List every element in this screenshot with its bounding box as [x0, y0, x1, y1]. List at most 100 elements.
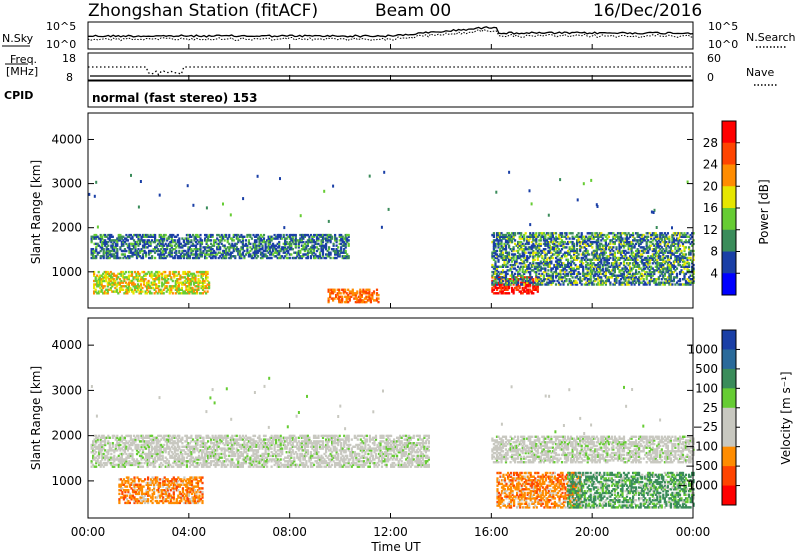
heatmap-cell	[158, 454, 161, 458]
heatmap-cell	[210, 242, 213, 246]
heatmap-cell	[606, 233, 609, 237]
heatmap-cell	[674, 248, 677, 251]
heatmap-cell	[122, 249, 125, 253]
heatmap-cell	[124, 292, 127, 295]
heatmap-cell	[155, 274, 158, 277]
heatmap-cell	[559, 272, 562, 276]
heatmap-cell	[621, 232, 624, 235]
heatmap-cell	[604, 240, 607, 244]
heatmap-cell	[574, 279, 577, 283]
heatmap-cell	[570, 255, 573, 258]
heatmap-cell	[511, 263, 514, 267]
heatmap-cell	[120, 286, 123, 290]
heatmap-cell	[338, 292, 341, 295]
heatmap-cell	[343, 244, 346, 247]
heatmap-cell	[129, 463, 132, 467]
heatmap-cell	[315, 235, 319, 238]
heatmap-cell	[604, 235, 607, 238]
heatmap-cell	[104, 440, 107, 443]
heatmap-cell	[291, 237, 294, 240]
heatmap-cell	[124, 270, 127, 274]
heatmap-cell	[335, 248, 338, 251]
heatmap-cell	[544, 255, 547, 258]
heatmap-cell	[639, 242, 642, 246]
heatmap-cell	[654, 242, 657, 246]
heatmap-cell	[681, 242, 685, 246]
heatmap-cell	[296, 253, 299, 256]
heatmap-cell	[613, 269, 616, 272]
heatmap-cell	[249, 242, 252, 246]
heatmap-cell	[672, 263, 675, 267]
heatmap-cell	[334, 239, 337, 242]
heatmap-cell	[102, 286, 105, 290]
heatmap-cell	[104, 442, 107, 445]
heatmap-cell	[603, 251, 606, 254]
heatmap-cell	[553, 263, 556, 267]
heatmap-cell	[203, 272, 206, 276]
heatmap-cell	[504, 292, 508, 295]
heatmap-cell	[323, 189, 326, 193]
heatmap-cell	[597, 239, 600, 242]
heatmap-cell	[650, 258, 653, 261]
heatmap-cell	[187, 253, 190, 256]
heatmap-cell	[113, 451, 116, 454]
heatmap-cell	[530, 246, 533, 249]
heatmap-cell	[573, 249, 576, 253]
heatmap-cell	[585, 251, 588, 254]
heatmap-cell	[210, 256, 213, 260]
heatmap-cell	[580, 233, 583, 237]
heatmap-cell	[591, 233, 594, 237]
heatmap-cell	[601, 237, 604, 240]
heatmap-cell	[106, 292, 109, 295]
heatmap-cell	[595, 248, 598, 251]
heatmap-cell	[143, 249, 146, 253]
heatmap-cell	[641, 260, 644, 263]
heatmap-cell	[276, 249, 279, 253]
heatmap-cell	[290, 253, 293, 256]
heatmap-cell	[638, 249, 641, 253]
heatmap-cell	[134, 233, 137, 237]
heatmap-cell	[205, 239, 208, 242]
heatmap-cell	[680, 240, 683, 244]
heatmap-cell	[618, 274, 621, 277]
heatmap-cell	[645, 248, 648, 251]
heatmap-cell	[573, 237, 576, 240]
heatmap-cell	[109, 288, 112, 291]
heatmap-cell	[229, 213, 232, 217]
heatmap-cell	[148, 239, 151, 242]
heatmap-cell	[132, 292, 135, 295]
heatmap-cell	[93, 434, 96, 438]
heatmap-cell	[492, 232, 495, 235]
heatmap-cell	[125, 237, 128, 240]
heatmap-cell	[492, 285, 495, 288]
heatmap-cell	[689, 233, 692, 237]
heatmap-cell	[603, 244, 606, 247]
heatmap-cell	[551, 272, 554, 276]
heatmap-cell	[357, 295, 360, 298]
heatmap-cell	[668, 269, 671, 272]
heatmap-cell	[99, 246, 102, 249]
heatmap-cell	[276, 233, 279, 237]
heatmap-cell	[387, 207, 390, 211]
heatmap-cell	[96, 253, 99, 256]
heatmap-cell	[141, 276, 144, 279]
heatmap-cell	[276, 253, 279, 256]
heatmap-cell	[135, 447, 139, 450]
heatmap-cell	[311, 244, 314, 247]
heatmap-cell	[504, 278, 508, 281]
heatmap-cell	[134, 461, 137, 465]
heatmap-cell	[123, 458, 126, 461]
heatmap-cell	[128, 452, 131, 456]
heatmap-cell	[669, 269, 672, 272]
heatmap-cell	[148, 463, 151, 467]
heatmap-cell	[107, 256, 110, 260]
heatmap-cell	[157, 440, 160, 443]
heatmap-cell	[338, 290, 341, 293]
colorbar-tick-label: 12	[703, 223, 718, 237]
heatmap-cell	[148, 235, 151, 238]
heatmap-cell	[344, 295, 347, 298]
heatmap-cell	[517, 285, 520, 288]
heatmap-cell	[615, 239, 618, 242]
heatmap-cell	[491, 265, 494, 268]
heatmap-cell	[362, 292, 365, 295]
